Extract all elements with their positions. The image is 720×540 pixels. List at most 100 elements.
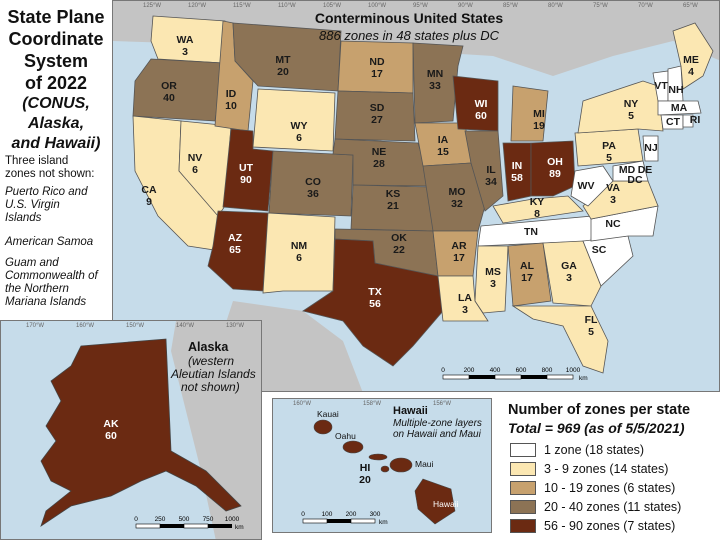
state-mi[interactable] (510, 85, 549, 142)
label-az: AZ (228, 232, 243, 244)
alaska-note: (western (188, 354, 234, 368)
state-ri[interactable] (682, 114, 694, 128)
state-ct[interactable] (660, 114, 684, 130)
island-lanai[interactable] (380, 465, 390, 473)
label-in: IN (512, 160, 523, 172)
state-ma[interactable] (657, 100, 702, 116)
label-mi: MI (533, 108, 545, 120)
label-ne: NE (372, 146, 387, 158)
state-ny[interactable] (577, 80, 664, 134)
alaska-map-svg: AK 60 Alaska (western Aleutian Islands n… (1, 321, 261, 539)
hawaii-map-svg: Hawaii Multiple-zone layers on Hawaii an… (273, 399, 491, 532)
graticule-label: 170°W (26, 323, 44, 329)
label-wy-zones: 6 (296, 132, 302, 144)
label-ak-zones: 60 (105, 430, 117, 442)
label-ia: IA (438, 134, 449, 146)
state-wv[interactable] (570, 165, 614, 207)
state-md[interactable] (612, 160, 649, 182)
state-ga[interactable] (542, 240, 602, 307)
label-id-zones: 10 (225, 100, 237, 112)
hawaii-inset-map[interactable]: Hawaii Multiple-zone layers on Hawaii an… (272, 398, 492, 533)
island-maui[interactable] (389, 457, 413, 473)
legend-label: 10 - 19 zones (6 states) (544, 481, 676, 495)
state-nm[interactable] (262, 212, 336, 294)
alaska-inset-map[interactable]: AK 60 Alaska (western Aleutian Islands n… (0, 320, 262, 540)
island-guam: the Northern (5, 283, 69, 295)
legend-label: 56 - 90 zones (7 states) (544, 519, 676, 533)
label-al: AL (520, 260, 535, 272)
scale-tick: 0 (441, 367, 445, 374)
scale-tick: 0 (134, 516, 138, 523)
legend-label: 20 - 40 zones (11 states) (544, 500, 682, 514)
island-hawaii[interactable] (414, 478, 456, 525)
graticule-label: 125°W (143, 3, 161, 9)
label-nv-zones: 6 (192, 164, 198, 176)
state-nj[interactable] (642, 135, 659, 162)
label-az-zones: 65 (229, 244, 241, 256)
label-mn: MN (427, 68, 443, 80)
state-il[interactable] (464, 130, 504, 212)
label-ms-zones: 3 (490, 278, 496, 290)
scale-tick: 250 (155, 516, 166, 523)
label-md: MD (619, 164, 636, 176)
island-oahu[interactable] (342, 440, 364, 454)
state-al[interactable] (507, 242, 552, 307)
map-title-line: Coordinate (8, 29, 104, 49)
label-mt: MT (275, 54, 291, 66)
map-title-line: System (23, 51, 89, 71)
legend-item: 10 - 19 zones (6 states) (510, 480, 675, 496)
state-tx[interactable] (302, 238, 444, 367)
graticule-label: 80°W (548, 3, 563, 9)
legend-item: 3 - 9 zones (14 states) (510, 461, 668, 477)
conus-graticule-labels: 125°W 120°W 115°W 110°W 105°W 100°W 95°W… (143, 3, 698, 9)
state-ak[interactable] (40, 338, 242, 527)
island-guam: Guam and (5, 257, 59, 269)
hawaii-graticule-labels: 160°W 158°W 156°W (293, 401, 451, 407)
conus-scale-bar: 0 200 400 600 800 1000 km (441, 367, 587, 382)
label-al-zones: 17 (521, 272, 533, 284)
legend-item: 20 - 40 zones (11 states) (510, 499, 681, 515)
label-ok: OK (391, 232, 407, 244)
state-fl[interactable] (511, 305, 609, 374)
label-sc: SC (592, 244, 607, 256)
title-panel: State Plane Coordinate System of 2022 (C… (0, 0, 112, 320)
label-co: CO (305, 176, 321, 188)
label-ri: RI (690, 114, 701, 126)
label-hi: HI (360, 462, 371, 474)
island-guam: Commonwealth of (5, 270, 98, 282)
canada-land (113, 1, 719, 76)
legend-label: 1 zone (18 states) (544, 443, 645, 457)
island-kauai[interactable] (313, 419, 333, 435)
state-or[interactable] (132, 58, 224, 122)
legend-total: Total = 969 (as of 5/5/2021) (508, 420, 685, 436)
legend-swatch (510, 500, 536, 514)
label-il: IL (486, 164, 496, 176)
label-ne-zones: 28 (373, 158, 385, 170)
state-labels: WA 3 OR 40 CA 9 NV 6 ID 10 MT 20 WY 6 UT… (141, 34, 700, 338)
scale-tick: 600 (516, 367, 527, 374)
label-oh: OH (547, 156, 563, 168)
alaska-graticule-labels: 170°W 160°W 150°W 140°W 130°W (26, 323, 244, 329)
legend-item: 56 - 90 zones (7 states) (510, 518, 675, 534)
island-label-hawaii: Hawaii (433, 499, 459, 509)
island-note: zones not shown: (5, 168, 95, 180)
label-nj: NJ (644, 142, 658, 154)
graticule-label: 130°W (226, 323, 244, 329)
state-mt[interactable] (232, 22, 342, 92)
label-hi-zones: 20 (359, 474, 371, 486)
state-co[interactable] (268, 150, 354, 217)
state-me[interactable] (672, 22, 714, 90)
scale-tick: 750 (203, 516, 214, 523)
label-wi-zones: 60 (475, 110, 487, 122)
state-hi[interactable] (313, 419, 456, 525)
map-subtitle-line: Alaska, (27, 115, 85, 132)
state-oh[interactable] (530, 140, 576, 197)
state-ky[interactable] (492, 195, 584, 224)
canada-land (171, 321, 261, 539)
label-wa-zones: 3 (182, 46, 188, 58)
state-mo[interactable] (422, 162, 486, 232)
state-sd[interactable] (334, 90, 416, 142)
graticule-label: 160°W (76, 323, 94, 329)
island-molokai[interactable] (368, 453, 388, 461)
state-ms[interactable] (474, 245, 509, 314)
